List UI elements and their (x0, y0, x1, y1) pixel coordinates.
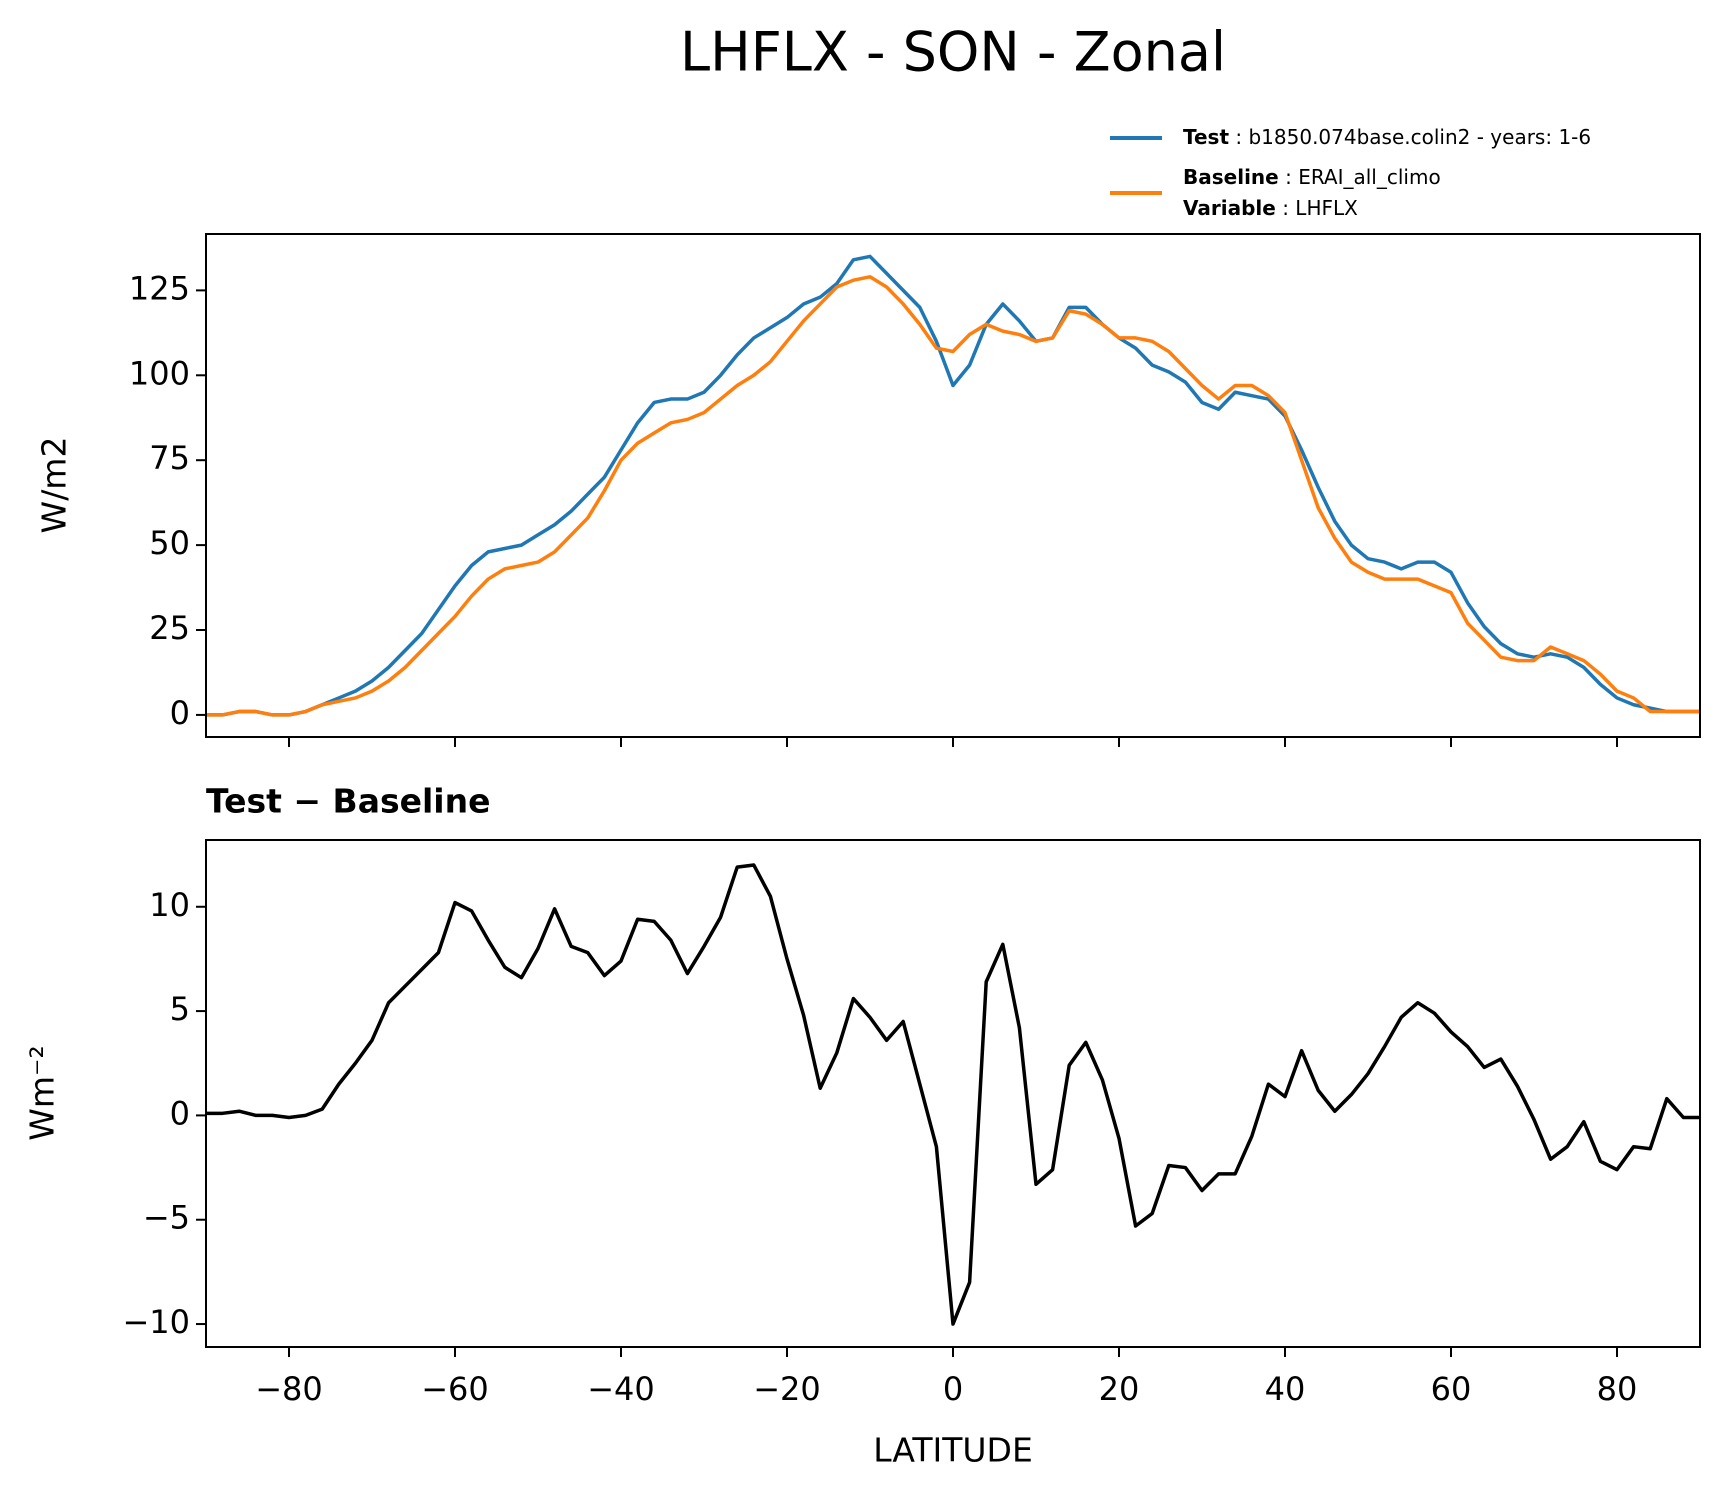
y-tick-label: 100 (129, 354, 190, 392)
x-tick-label: −20 (753, 1370, 821, 1408)
x-tick-label: −80 (255, 1370, 323, 1408)
y-tick-label: −10 (122, 1303, 190, 1341)
legend-entry: Variable : LHFLX (1183, 196, 1358, 220)
y-tick-label: 0 (170, 694, 190, 732)
y-tick-label: 10 (149, 886, 190, 924)
x-axis-label: LATITUDE (873, 1431, 1033, 1470)
x-tick-label: −40 (587, 1370, 655, 1408)
panel-subtitle: Test − Baseline (206, 782, 491, 821)
y-tick-label: −5 (143, 1199, 190, 1237)
figure-title: LHFLX - SON - Zonal (680, 21, 1226, 84)
legend-entry: Baseline : ERAI_all_climo (1183, 165, 1441, 189)
legend-entry: Test : b1850.074base.colin2 - years: 1-6 (1183, 125, 1591, 149)
axes-frame (205, 233, 1701, 738)
x-tick-label: 80 (1597, 1370, 1638, 1408)
data-line (206, 254, 1700, 717)
x-tick-label: 20 (1099, 1370, 1140, 1408)
axes-frame (205, 839, 1701, 1348)
y-tick-label: 75 (149, 439, 190, 477)
y-tick-label: 25 (149, 609, 190, 647)
y-axis-label: W/m2 (35, 437, 74, 534)
y-tick-label: 5 (170, 990, 190, 1028)
y-tick-label: 125 (129, 269, 190, 307)
y-axis-label: Wm⁻² (23, 1045, 62, 1140)
x-tick-label: −60 (421, 1370, 489, 1408)
y-tick-label: 0 (170, 1094, 190, 1132)
x-tick-label: 40 (1265, 1370, 1306, 1408)
x-tick-label: 60 (1431, 1370, 1472, 1408)
data-line (206, 863, 1700, 1326)
y-tick-label: 50 (149, 524, 190, 562)
data-line (206, 275, 1700, 717)
x-tick-label: 0 (943, 1370, 963, 1408)
